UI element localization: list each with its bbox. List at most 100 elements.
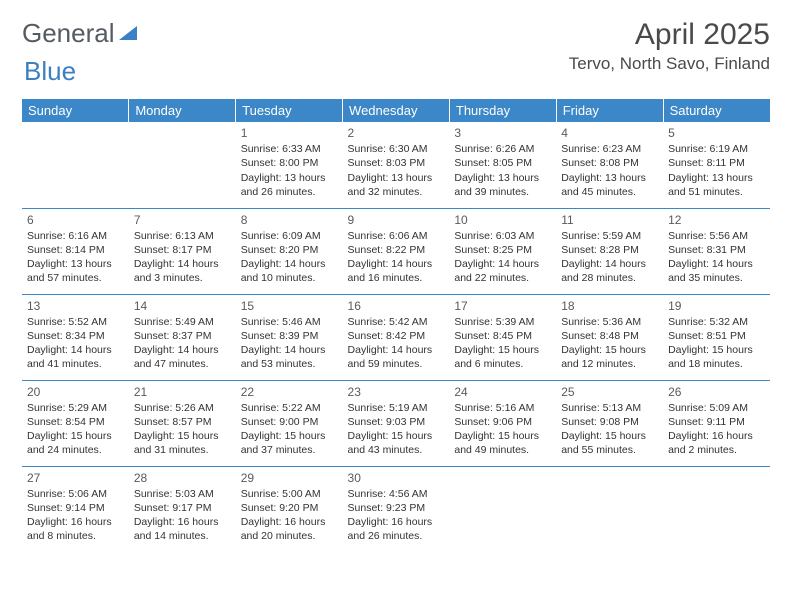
sunrise-line: Sunrise: 5:46 AM [241, 315, 338, 329]
calendar-day-cell [556, 466, 663, 552]
sunrise-line: Sunrise: 5:56 AM [668, 229, 765, 243]
day-number: 30 [348, 470, 445, 486]
title-block: April 2025 Tervo, North Savo, Finland [569, 18, 770, 74]
sunset-line: Sunset: 9:06 PM [454, 415, 551, 429]
sunset-line: Sunset: 8:51 PM [668, 329, 765, 343]
calendar-day-cell [22, 122, 129, 208]
day-number: 10 [454, 212, 551, 228]
sunset-line: Sunset: 8:00 PM [241, 156, 338, 170]
daylight-line: Daylight: 14 hours and 3 minutes. [134, 257, 231, 285]
sunrise-line: Sunrise: 5:22 AM [241, 401, 338, 415]
weekday-header: Wednesday [343, 99, 450, 122]
daylight-line: Daylight: 16 hours and 8 minutes. [27, 515, 124, 543]
calendar-day-cell: 27Sunrise: 5:06 AMSunset: 9:14 PMDayligh… [22, 466, 129, 552]
sunrise-line: Sunrise: 6:19 AM [668, 142, 765, 156]
calendar-day-cell: 1Sunrise: 6:33 AMSunset: 8:00 PMDaylight… [236, 122, 343, 208]
logo: General [22, 18, 141, 49]
day-number: 5 [668, 125, 765, 141]
sunset-line: Sunset: 8:34 PM [27, 329, 124, 343]
sunrise-line: Sunrise: 5:00 AM [241, 487, 338, 501]
sunrise-line: Sunrise: 5:13 AM [561, 401, 658, 415]
daylight-line: Daylight: 14 hours and 41 minutes. [27, 343, 124, 371]
calendar-day-cell: 25Sunrise: 5:13 AMSunset: 9:08 PMDayligh… [556, 380, 663, 466]
day-number: 4 [561, 125, 658, 141]
daylight-line: Daylight: 16 hours and 2 minutes. [668, 429, 765, 457]
sunrise-line: Sunrise: 5:36 AM [561, 315, 658, 329]
calendar-day-cell: 21Sunrise: 5:26 AMSunset: 8:57 PMDayligh… [129, 380, 236, 466]
sunset-line: Sunset: 8:31 PM [668, 243, 765, 257]
daylight-line: Daylight: 14 hours and 35 minutes. [668, 257, 765, 285]
weekday-header: Thursday [449, 99, 556, 122]
daylight-line: Daylight: 16 hours and 14 minutes. [134, 515, 231, 543]
daylight-line: Daylight: 13 hours and 45 minutes. [561, 171, 658, 199]
sunset-line: Sunset: 8:05 PM [454, 156, 551, 170]
sunset-line: Sunset: 9:03 PM [348, 415, 445, 429]
daylight-line: Daylight: 15 hours and 43 minutes. [348, 429, 445, 457]
sunset-line: Sunset: 8:39 PM [241, 329, 338, 343]
day-number: 20 [27, 384, 124, 400]
weekday-header: Saturday [663, 99, 770, 122]
calendar-day-cell [449, 466, 556, 552]
daylight-line: Daylight: 13 hours and 39 minutes. [454, 171, 551, 199]
daylight-line: Daylight: 16 hours and 20 minutes. [241, 515, 338, 543]
sunset-line: Sunset: 8:11 PM [668, 156, 765, 170]
daylight-line: Daylight: 13 hours and 26 minutes. [241, 171, 338, 199]
sunrise-line: Sunrise: 6:03 AM [454, 229, 551, 243]
day-number: 14 [134, 298, 231, 314]
calendar-day-cell: 17Sunrise: 5:39 AMSunset: 8:45 PMDayligh… [449, 294, 556, 380]
daylight-line: Daylight: 14 hours and 16 minutes. [348, 257, 445, 285]
sunset-line: Sunset: 9:20 PM [241, 501, 338, 515]
calendar-day-cell: 10Sunrise: 6:03 AMSunset: 8:25 PMDayligh… [449, 208, 556, 294]
sunrise-line: Sunrise: 5:39 AM [454, 315, 551, 329]
calendar-day-cell: 20Sunrise: 5:29 AMSunset: 8:54 PMDayligh… [22, 380, 129, 466]
calendar-day-cell: 26Sunrise: 5:09 AMSunset: 9:11 PMDayligh… [663, 380, 770, 466]
day-number: 9 [348, 212, 445, 228]
calendar-day-cell: 13Sunrise: 5:52 AMSunset: 8:34 PMDayligh… [22, 294, 129, 380]
calendar-day-cell: 14Sunrise: 5:49 AMSunset: 8:37 PMDayligh… [129, 294, 236, 380]
day-number: 21 [134, 384, 231, 400]
sunset-line: Sunset: 8:22 PM [348, 243, 445, 257]
sunrise-line: Sunrise: 5:06 AM [27, 487, 124, 501]
daylight-line: Daylight: 15 hours and 31 minutes. [134, 429, 231, 457]
sunset-line: Sunset: 8:25 PM [454, 243, 551, 257]
day-number: 28 [134, 470, 231, 486]
sunrise-line: Sunrise: 6:13 AM [134, 229, 231, 243]
calendar-day-cell: 16Sunrise: 5:42 AMSunset: 8:42 PMDayligh… [343, 294, 450, 380]
sunrise-line: Sunrise: 6:26 AM [454, 142, 551, 156]
day-number: 29 [241, 470, 338, 486]
sunset-line: Sunset: 8:03 PM [348, 156, 445, 170]
sunrise-line: Sunrise: 6:30 AM [348, 142, 445, 156]
sunrise-line: Sunrise: 5:59 AM [561, 229, 658, 243]
sunset-line: Sunset: 8:37 PM [134, 329, 231, 343]
day-number: 22 [241, 384, 338, 400]
sunrise-line: Sunrise: 5:16 AM [454, 401, 551, 415]
calendar-day-cell: 12Sunrise: 5:56 AMSunset: 8:31 PMDayligh… [663, 208, 770, 294]
daylight-line: Daylight: 15 hours and 18 minutes. [668, 343, 765, 371]
calendar-week-row: 13Sunrise: 5:52 AMSunset: 8:34 PMDayligh… [22, 294, 770, 380]
day-number: 16 [348, 298, 445, 314]
logo-word1: General [22, 18, 115, 49]
daylight-line: Daylight: 14 hours and 59 minutes. [348, 343, 445, 371]
calendar-day-cell: 9Sunrise: 6:06 AMSunset: 8:22 PMDaylight… [343, 208, 450, 294]
calendar-week-row: 6Sunrise: 6:16 AMSunset: 8:14 PMDaylight… [22, 208, 770, 294]
logo-word2: Blue [24, 56, 76, 87]
sunrise-line: Sunrise: 5:49 AM [134, 315, 231, 329]
sunrise-line: Sunrise: 5:32 AM [668, 315, 765, 329]
daylight-line: Daylight: 15 hours and 49 minutes. [454, 429, 551, 457]
day-number: 2 [348, 125, 445, 141]
daylight-line: Daylight: 13 hours and 32 minutes. [348, 171, 445, 199]
calendar-day-cell: 7Sunrise: 6:13 AMSunset: 8:17 PMDaylight… [129, 208, 236, 294]
sunrise-line: Sunrise: 5:29 AM [27, 401, 124, 415]
daylight-line: Daylight: 14 hours and 10 minutes. [241, 257, 338, 285]
daylight-line: Daylight: 15 hours and 55 minutes. [561, 429, 658, 457]
sunset-line: Sunset: 9:08 PM [561, 415, 658, 429]
sunset-line: Sunset: 8:42 PM [348, 329, 445, 343]
sunrise-line: Sunrise: 6:33 AM [241, 142, 338, 156]
day-number: 23 [348, 384, 445, 400]
sunrise-line: Sunrise: 6:09 AM [241, 229, 338, 243]
calendar-day-cell: 23Sunrise: 5:19 AMSunset: 9:03 PMDayligh… [343, 380, 450, 466]
day-number: 12 [668, 212, 765, 228]
sunset-line: Sunset: 9:00 PM [241, 415, 338, 429]
day-number: 17 [454, 298, 551, 314]
sunset-line: Sunset: 8:17 PM [134, 243, 231, 257]
